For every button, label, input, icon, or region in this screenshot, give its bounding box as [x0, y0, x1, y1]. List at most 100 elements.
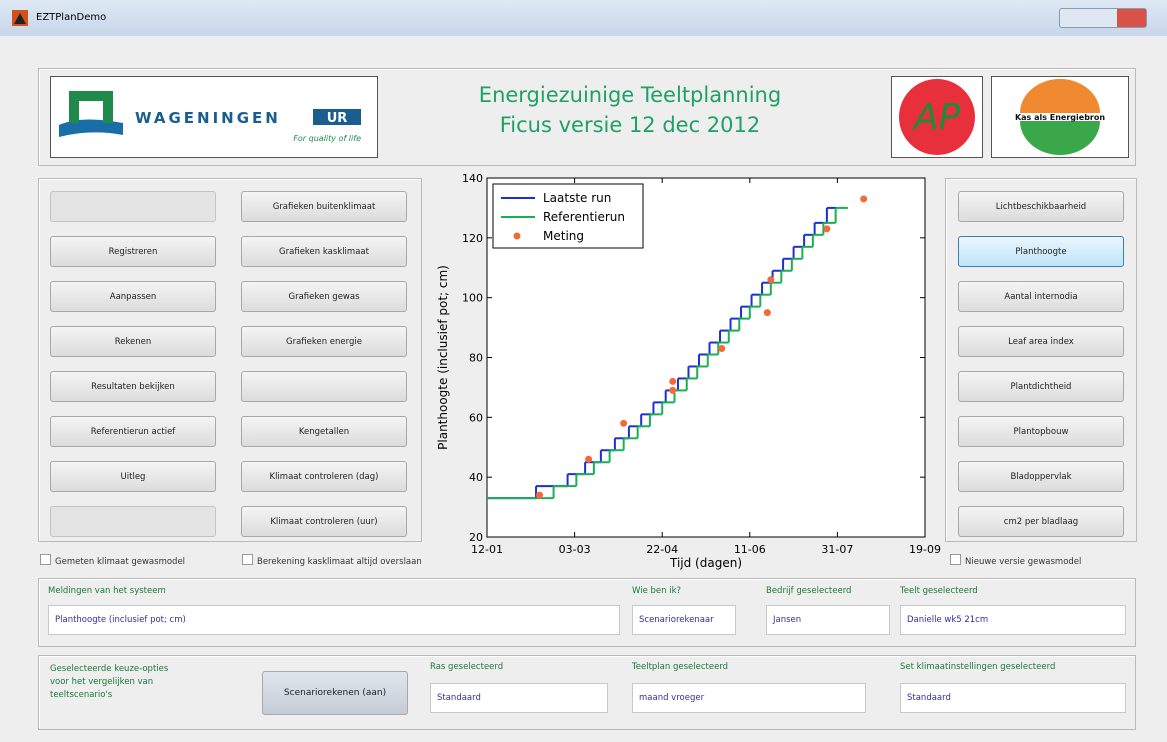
button[interactable] [50, 506, 216, 537]
field-value: Jansen [766, 605, 890, 635]
point [585, 455, 593, 463]
logo-tagline: For quality of life [293, 134, 361, 143]
checkbox[interactable]: Berekening kasklimaat altijd overslaan [242, 554, 422, 567]
y-tick-label: 40 [469, 471, 483, 484]
button[interactable]: Scenariorekenen (aan) [262, 671, 408, 715]
button[interactable]: Klimaat controleren (uur) [241, 506, 407, 537]
button[interactable]: Lichtbeschikbaarheid [958, 191, 1124, 222]
right-panel [945, 178, 1137, 542]
y-tick-label: 80 [469, 352, 483, 365]
header-panel [38, 68, 1136, 166]
note-line: Geselecteerde keuze-opties [50, 664, 169, 674]
y-tick-label: 140 [462, 172, 483, 185]
logo-name: WAGENINGEN [135, 109, 281, 127]
kas-text: Kas als Energiebron [1015, 113, 1105, 122]
checkbox-label: Nieuwe versie gewasmodel [965, 557, 1082, 567]
x-tick-label: 22-04 [646, 543, 678, 556]
window-title: EZTPlanDemo [36, 12, 107, 23]
y-axis-label: Planthoogte (inclusief pot; cm) [436, 265, 450, 450]
wur-logo-art: WAGENINGEN UR For quality of life [59, 91, 361, 143]
button[interactable]: Uitleg [50, 461, 216, 492]
title-line: Energiezuinige Teeltplanning [478, 83, 782, 107]
button[interactable]: Referentierun actief [50, 416, 216, 447]
field-value: Scenariorekenaar [632, 605, 736, 635]
ap-text: AP [912, 97, 961, 138]
checkbox[interactable]: Gemeten klimaat gewasmodel [40, 554, 185, 567]
button[interactable]: Grafieken buitenklimaat [241, 191, 407, 222]
button[interactable]: Grafieken energie [241, 326, 407, 357]
button[interactable]: Resultaten bekijken [50, 371, 216, 402]
button[interactable]: Rekenen [50, 326, 216, 357]
x-tick-label: 31-07 [821, 543, 853, 556]
kas-logo: Kas als Energiebron [991, 76, 1129, 158]
y-tick-label: 120 [462, 232, 483, 245]
app-title: Energiezuinige Teeltplanning Ficus versi… [400, 80, 860, 140]
checkbox-label: Berekening kasklimaat altijd overslaan [257, 557, 422, 567]
legend-label: Laatste run [543, 191, 611, 205]
x-tick-label: 19-09 [909, 543, 941, 556]
button[interactable]: Kengetallen [241, 416, 407, 447]
note-line: voor het vergelijken van [50, 677, 154, 687]
window-controls[interactable] [1059, 8, 1147, 28]
x-tick-label: 11-06 [734, 543, 766, 556]
button[interactable]: Plantopbouw [958, 416, 1124, 447]
note-line: teeltscenario's [50, 690, 113, 700]
point [669, 377, 677, 385]
x-axis-label: Tijd (dagen) [669, 556, 742, 570]
button[interactable]: Aanpassen [50, 281, 216, 312]
y-tick-label: 20 [469, 531, 483, 544]
field-value: Danielle wk5 21cm [900, 605, 1126, 635]
step-line [487, 206, 838, 500]
step-line [487, 206, 848, 500]
bottom-panel [38, 655, 1136, 730]
ap-logo: AP [891, 76, 983, 158]
field-label: Teeltplan geselecteerd [632, 662, 729, 672]
field-value: maand vroeger [632, 683, 866, 713]
field-label: Meldingen van het systeem [48, 586, 166, 596]
field-value: Standaard [900, 683, 1126, 713]
field-value: Planthoogte (inclusief pot; cm) [48, 605, 620, 635]
logo-badge: UR [327, 111, 348, 126]
button[interactable]: Leaf area index [958, 326, 1124, 357]
x-tick-label: 03-03 [559, 543, 591, 556]
wur-logo: WAGENINGEN UR For quality of life [50, 76, 378, 158]
field-label: Wie ben ik? [632, 586, 682, 596]
point [620, 419, 628, 427]
point [767, 276, 775, 284]
button[interactable]: Aantal internodia [958, 281, 1124, 312]
button[interactable]: Klimaat controleren (dag) [241, 461, 407, 492]
legend-label: Referentierun [543, 210, 625, 224]
status-panel [38, 578, 1136, 647]
x-tick-label: 12-01 [471, 543, 503, 556]
button[interactable]: Bladoppervlak [958, 461, 1124, 492]
button[interactable] [241, 371, 407, 402]
button[interactable]: cm2 per bladlaag [958, 506, 1124, 537]
legend-swatch [513, 232, 521, 240]
point [669, 386, 677, 394]
left-panel [38, 178, 422, 542]
plot-area [486, 177, 926, 538]
point [718, 345, 726, 353]
y-tick-label: 100 [462, 292, 483, 305]
field-label: Ras geselecteerd [430, 662, 504, 672]
app-icon [12, 10, 28, 26]
point [763, 309, 771, 317]
field-label: Teelt geselecteerd [900, 586, 978, 596]
button[interactable]: Planthoogte [958, 236, 1124, 267]
field-value: Standaard [430, 683, 608, 713]
checkbox[interactable]: Nieuwe versie gewasmodel [950, 554, 1081, 567]
y-tick-label: 60 [469, 411, 483, 424]
button[interactable]: Grafieken gewas [241, 281, 407, 312]
button[interactable]: Grafieken kasklimaat [241, 236, 407, 267]
legend-box [492, 183, 644, 249]
button[interactable]: Registreren [50, 236, 216, 267]
legend-label: Meting [543, 229, 584, 243]
title-line: Ficus versie 12 dec 2012 [499, 113, 761, 137]
field-label: Bedrijf geselecteerd [766, 586, 852, 596]
button[interactable] [50, 191, 216, 222]
point [823, 225, 831, 233]
button[interactable]: Plantdichtheid [958, 371, 1124, 402]
point [860, 195, 868, 203]
